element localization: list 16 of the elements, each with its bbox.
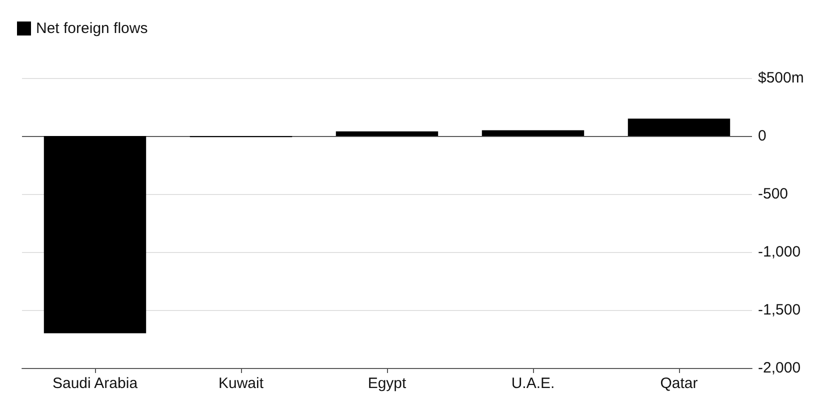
y-tick-label: -1,000 — [758, 244, 801, 260]
x-tick-label: Qatar — [660, 375, 698, 392]
y-tick-label: -2,000 — [758, 360, 801, 376]
y-tick-label: $500m — [758, 70, 804, 86]
x-tick-label: Egypt — [368, 375, 408, 392]
bar — [482, 130, 584, 136]
y-tick-label: 0 — [758, 128, 766, 144]
x-tick-label: U.A.E. — [511, 375, 555, 392]
y-tick-label: -500 — [758, 186, 788, 202]
bar — [628, 118, 730, 136]
legend-label: Net foreign flows — [36, 20, 148, 37]
x-tick-label: Saudi Arabia — [52, 375, 138, 392]
x-tick-label: Kuwait — [218, 375, 264, 392]
y-tick-label: -1,500 — [758, 302, 801, 318]
bar — [336, 131, 438, 136]
bar — [44, 136, 146, 334]
